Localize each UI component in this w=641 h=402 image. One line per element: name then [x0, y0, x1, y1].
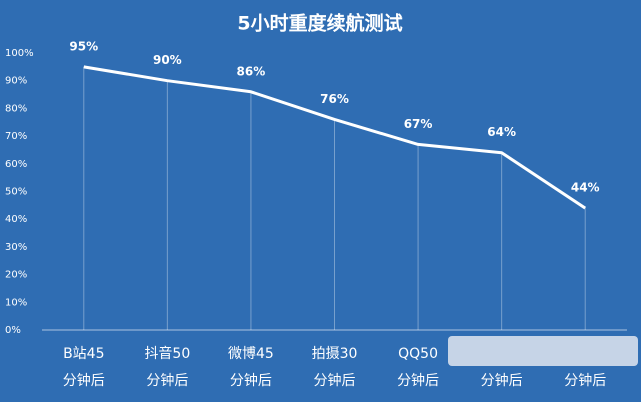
data-label: 64% [487, 125, 516, 139]
x-tick-label: 抖音50 [144, 345, 190, 362]
x-tick-label: 分钟后 [63, 372, 105, 389]
y-tick-label: 50% [5, 187, 27, 198]
blur-overlay [448, 336, 638, 366]
data-label: 95% [69, 39, 98, 53]
y-tick-label: 10% [5, 297, 27, 308]
data-label: 44% [571, 181, 600, 195]
x-tick-label: 分钟后 [397, 372, 439, 389]
y-tick-label: 80% [5, 103, 27, 114]
y-tick-label: 90% [5, 76, 27, 87]
y-tick-label: 40% [5, 214, 27, 225]
x-tick-label: QQ50 [398, 346, 438, 362]
x-tick-label: B站45 [63, 346, 104, 362]
y-tick-label: 30% [5, 242, 27, 253]
x-tick-label: 分钟后 [564, 372, 606, 389]
data-label: 90% [153, 53, 182, 67]
y-tick-label: 0% [5, 325, 21, 336]
x-tick-label: 微博45 [228, 345, 274, 362]
series-line [83, 65, 587, 210]
y-tick-label: 70% [5, 131, 27, 142]
x-tick-label: 分钟后 [146, 372, 188, 389]
y-tick-label: 100% [5, 48, 34, 59]
x-tick-label: 拍摄30 [312, 346, 358, 362]
y-tick-label: 60% [5, 159, 27, 170]
data-label: 76% [320, 92, 349, 106]
y-tick-label: 20% [5, 270, 27, 281]
data-label: 86% [237, 64, 266, 78]
data-label: 67% [404, 117, 433, 131]
x-tick-label: 分钟后 [230, 372, 272, 389]
x-tick-label: 分钟后 [314, 372, 356, 389]
x-tick-label: 分钟后 [481, 372, 523, 389]
chart-title: 5小时重度续航测试 [237, 12, 402, 35]
